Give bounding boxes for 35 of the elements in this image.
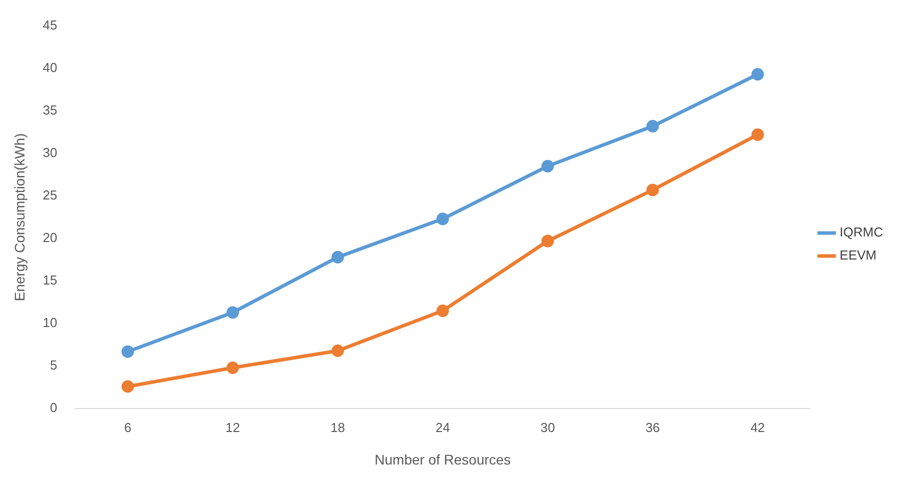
point bbox=[436, 212, 449, 226]
y-tick-label: 40 bbox=[42, 60, 58, 75]
y-tick-label: 35 bbox=[42, 102, 58, 118]
point bbox=[122, 380, 134, 393]
y-tick-label: 25 bbox=[42, 188, 58, 203]
y-tick-label: 45 bbox=[42, 17, 58, 32]
point bbox=[541, 160, 554, 172]
y-tick-label: 30 bbox=[42, 144, 58, 160]
legend-label: IQRMC bbox=[840, 224, 884, 240]
legend-label: EEVM bbox=[840, 248, 877, 263]
x-tick-label: 18 bbox=[330, 420, 345, 435]
x-tick-label: 6 bbox=[124, 420, 132, 435]
y-axis-title: Energy Consumption(kWh) bbox=[11, 133, 28, 302]
point bbox=[436, 304, 449, 318]
point bbox=[646, 184, 659, 196]
x-tick-label: 36 bbox=[645, 420, 660, 435]
point bbox=[331, 344, 344, 358]
point bbox=[226, 306, 239, 319]
y-tick-label: 10 bbox=[42, 315, 58, 330]
point bbox=[751, 128, 764, 141]
point bbox=[122, 345, 134, 358]
x-tick-label: 42 bbox=[750, 420, 765, 435]
point bbox=[541, 234, 554, 248]
y-tick-label: 0 bbox=[50, 400, 58, 416]
point bbox=[331, 250, 344, 264]
x-tick-label: 24 bbox=[435, 420, 450, 435]
y-tick-label: 15 bbox=[42, 272, 58, 288]
y-tick-label: 20 bbox=[42, 230, 58, 246]
x-axis-title: Number of Resources bbox=[374, 451, 511, 468]
point bbox=[751, 68, 764, 81]
x-tick-label: 12 bbox=[226, 420, 240, 435]
y-tick-label: 5 bbox=[50, 358, 58, 373]
x-tick-label: 30 bbox=[540, 420, 555, 435]
point bbox=[646, 120, 659, 132]
point bbox=[226, 362, 239, 374]
